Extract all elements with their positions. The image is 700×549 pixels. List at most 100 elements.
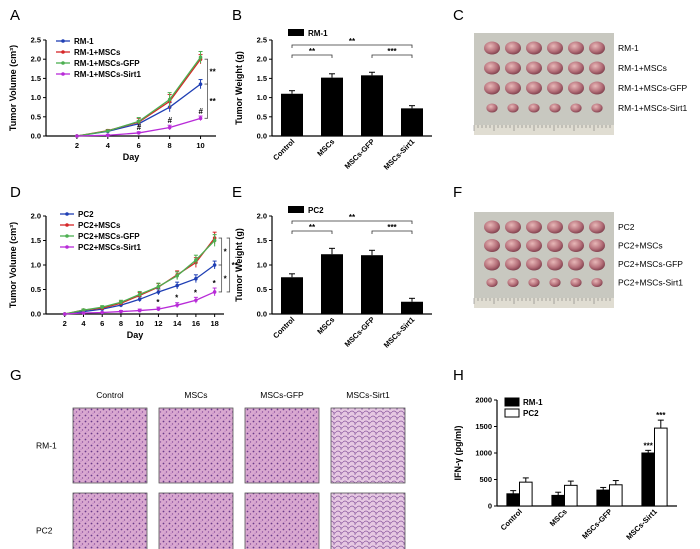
y-tick-label: 1000 — [475, 449, 492, 458]
x-tick-label: 8 — [119, 319, 123, 328]
legend-label: RM-1+MSCs-GFP — [74, 59, 140, 68]
tumor-specimen — [505, 239, 521, 252]
significance-bracket — [291, 54, 333, 58]
x-tick-label: MSCs-Sirt1 — [382, 315, 417, 350]
x-axis-label: Day — [127, 330, 144, 340]
significance-label: * — [224, 274, 228, 283]
x-axis-label: Day — [123, 152, 140, 162]
significance-label: *** — [644, 441, 654, 450]
data-point — [136, 119, 141, 124]
row-label: PC2 — [618, 222, 635, 232]
significance-bracket — [291, 220, 413, 224]
series-PC2+MSCs-GFP — [62, 234, 217, 316]
tumor-specimen — [589, 81, 605, 95]
x-tick-label: 10 — [196, 141, 204, 150]
legend-marker — [61, 61, 65, 65]
tumor-specimen — [568, 41, 584, 55]
bar-chart-B: B 0.0 0.5 1.0 1.5 2.0 2.5 Tumor Weight (g) Contr… — [232, 7, 432, 172]
legend-label: RM-1+MSCs-Sirt1 — [74, 70, 141, 79]
data-point — [81, 308, 86, 312]
data-point — [81, 311, 86, 315]
legend-label: RM-1+MSCs — [74, 48, 121, 57]
legend-label: PC2+MSCs-GFP — [78, 232, 140, 241]
tumor-specimen — [507, 103, 519, 113]
significance-label: ** — [232, 261, 239, 270]
x-tick-label: 2 — [75, 141, 79, 150]
legend-swatch — [288, 29, 304, 36]
significance-bracket — [371, 230, 413, 234]
significance-bracket — [204, 83, 208, 119]
row-label: PC2+MSCs — [618, 241, 663, 251]
x-tick-label: MSCs-GFP — [343, 137, 377, 171]
significance-label: * — [224, 248, 228, 257]
series-RM-1+MSCs-Sirt1 — [75, 115, 203, 138]
line-chart-D: D 0.0 0.5 1.0 1.5 2.0 2 4 6 8 10 12 14 16 18 Day Tumor V… — [8, 184, 239, 340]
tumor-specimen — [526, 81, 542, 95]
x-tick-label: 6 — [100, 319, 104, 328]
panel-label: B — [232, 7, 242, 24]
tumor-specimen — [526, 61, 542, 75]
marker-annotation: # — [137, 123, 142, 132]
significance-bracket — [291, 230, 333, 234]
tumor-specimen — [568, 257, 584, 271]
data-point — [137, 297, 142, 302]
marker-annotation: * — [175, 294, 179, 303]
y-tick-label: 1.0 — [257, 261, 267, 270]
legend-label: RM-1 — [308, 29, 328, 38]
legend-label: RM-1 — [74, 37, 94, 46]
tumor-specimen — [547, 41, 563, 55]
data-point — [198, 55, 203, 60]
data-point — [194, 258, 198, 262]
tumor-specimen — [484, 41, 500, 55]
y-tick-label: 2.0 — [31, 212, 41, 221]
histology-image — [244, 492, 320, 549]
bar — [281, 277, 303, 314]
significance-label: *** — [387, 223, 397, 232]
y-tick-label: 2.0 — [257, 55, 267, 64]
tumor-specimen — [528, 277, 540, 288]
data-point — [137, 292, 142, 297]
data-point — [175, 283, 179, 288]
data-point — [136, 131, 141, 135]
y-tick-label: 0.0 — [257, 132, 267, 141]
legend-label: RM-1 — [523, 398, 543, 407]
data-point — [175, 303, 179, 307]
legend-marker — [65, 212, 69, 216]
bar — [401, 301, 423, 314]
series-PC2+MSCs-Sirt1 — [62, 287, 217, 316]
tumor-specimen — [486, 277, 498, 288]
line-chart-A: A 0.0 0.5 1.0 1.5 2.0 2.5 2 4 6 8 10 Day Tumor Volume… — [8, 7, 217, 162]
tumor-specimen — [547, 220, 563, 234]
photo-panel-G: G Control MSCs MSCs-GFP MSCs-Sirt1 RM-1 PC2 — [10, 367, 406, 549]
data-point — [198, 116, 203, 121]
legend-marker — [61, 72, 65, 76]
tumor-specimen — [570, 277, 582, 288]
marker-annotation: * — [156, 298, 160, 307]
y-tick-label: 2.0 — [31, 55, 41, 64]
tumor-specimen — [549, 277, 561, 288]
histology-image — [158, 407, 234, 484]
bar — [361, 75, 383, 136]
tumor-specimen — [570, 103, 582, 113]
row-label: PC2+MSCs-GFP — [618, 259, 683, 269]
significance-bracket — [204, 58, 208, 85]
significance-label: ** — [309, 223, 316, 232]
data-point — [167, 125, 172, 130]
ruler — [474, 298, 614, 308]
series-line — [64, 264, 216, 315]
panel-label: A — [10, 7, 20, 24]
significance-label: ** — [210, 97, 217, 106]
histology-image — [244, 407, 320, 484]
tumor-specimen — [568, 239, 584, 252]
y-tick-label: 0 — [488, 502, 492, 511]
tumor-specimen — [589, 239, 605, 252]
x-tick-label: 18 — [210, 319, 218, 328]
tumor-specimen — [589, 61, 605, 75]
data-point — [175, 273, 179, 278]
tumor-specimen — [486, 103, 498, 113]
column-label: Control — [96, 390, 124, 400]
legend-marker — [61, 50, 65, 54]
tumor-specimen — [505, 61, 521, 75]
x-tick-label: 10 — [136, 319, 144, 328]
significance-label: ** — [349, 37, 356, 46]
